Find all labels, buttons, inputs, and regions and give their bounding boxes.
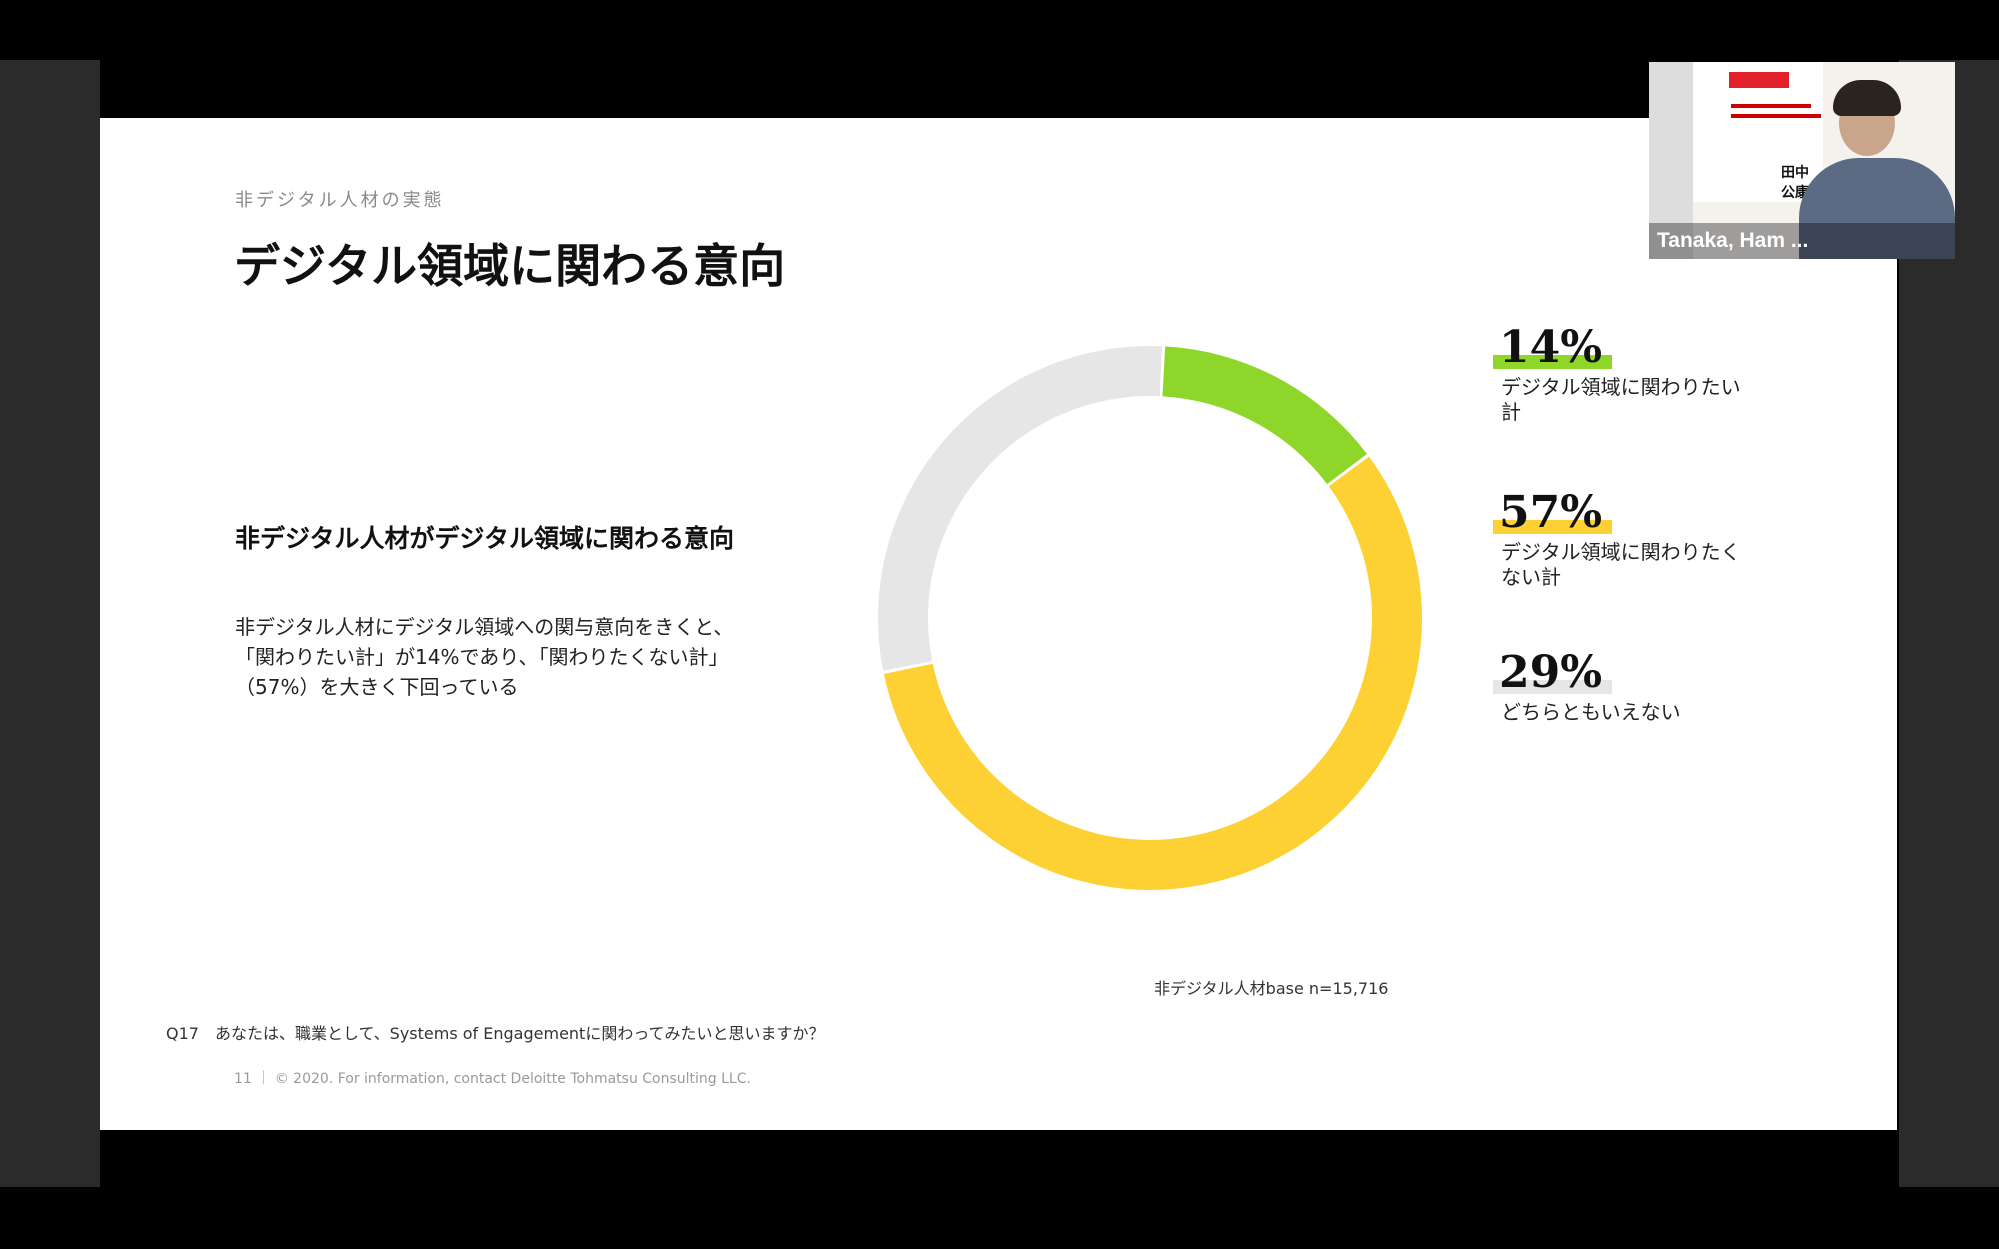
legend-pct-not-want: 57%: [1493, 488, 1613, 538]
legend-swatch-not-want: [1493, 520, 1613, 534]
legend-item-neutral: 29% どちらともいえない: [1493, 648, 1753, 725]
slide-footer: 11 ｜ © 2020. For information, contact De…: [234, 1071, 751, 1087]
donut-slice-neutral: [878, 346, 1162, 671]
legend-item-not-want: 57% デジタル領域に関わりたくない計: [1493, 488, 1753, 590]
legend-label-want: デジタル領域に関わりたい計: [1501, 375, 1741, 424]
legend-item-want: 14% デジタル領域に関わりたい計: [1493, 323, 1753, 425]
name-card-image: 田中 公康: [1693, 62, 1823, 202]
legend-swatch-neutral: [1493, 680, 1613, 694]
sample-size-note: 非デジタル人材base n=15,716: [1154, 979, 1389, 998]
participant-name-label: Tanaka, Ham ...: [1649, 223, 1955, 259]
legend-pct-neutral: 29%: [1493, 648, 1613, 698]
participant-hair: [1833, 80, 1901, 116]
donut-chart: [878, 346, 1422, 891]
legend-swatch-want: [1493, 355, 1613, 369]
slide-sub-heading: 非デジタル人材がデジタル領域に関わる意向: [235, 524, 735, 553]
name-card-name: 田中 公康: [1781, 165, 1809, 201]
slide-body-text: 非デジタル人材にデジタル領域への関与意向をきくと、「関わりたい計」が14%であり…: [235, 615, 734, 699]
shared-slide: 非デジタル人材の実態 デジタル領域に関わる意向 非デジタル人材がデジタル領域に関…: [100, 118, 1897, 1130]
left-letterbox: [0, 60, 100, 1187]
donut-slice-want: [1162, 346, 1368, 485]
survey-question: Q17 あなたは、職業として、Systems of Engagementに関わっ…: [166, 1024, 825, 1043]
slide-title: デジタル領域に関わる意向: [234, 239, 786, 293]
participant-body: [1799, 158, 1955, 259]
participant-video-tile[interactable]: 田中 公康 Tanaka, Ham ...: [1649, 62, 1955, 259]
slide-eyebrow: 非デジタル人材の実態: [235, 190, 445, 211]
legend-label-not-want: デジタル領域に関わりたくない計: [1501, 540, 1741, 589]
legend-label-neutral: どちらともいえない: [1501, 700, 1681, 724]
legend-pct-want: 14%: [1493, 323, 1613, 373]
zoom-watermark-logo: zoom: [1598, 1019, 1876, 1145]
donut-slice-not-want: [883, 456, 1422, 891]
